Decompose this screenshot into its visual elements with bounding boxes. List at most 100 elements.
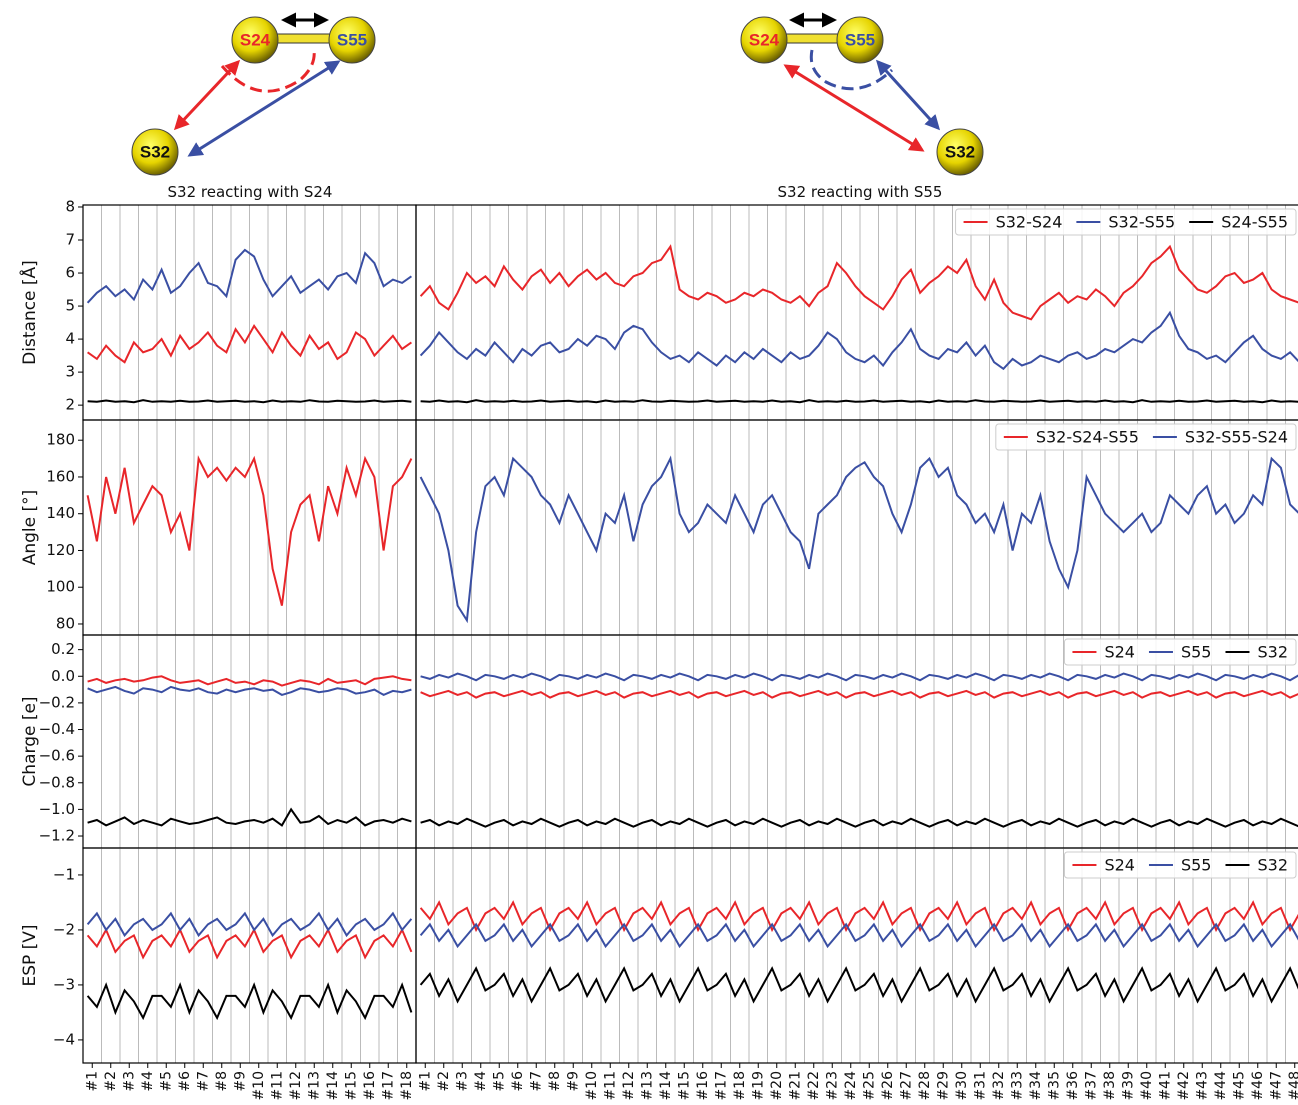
x-tick-label: #21 (787, 1071, 803, 1101)
data-line (419, 244, 1298, 321)
legend-label: S24 (1104, 643, 1135, 662)
x-tick-label: #22 (806, 1071, 822, 1101)
legend-label: S55 (1181, 856, 1212, 875)
plot-frame (415, 419, 1298, 636)
data-line (419, 310, 1298, 371)
y-tick-label: −0.2 (39, 693, 75, 711)
diagram-left: S24 S55 S32 (131, 12, 376, 176)
x-tick-label: #40 (1139, 1071, 1155, 1101)
column-title: S32 reacting with S24 (168, 183, 333, 201)
legend-label: S32 (1257, 856, 1288, 875)
y-tick-label: 4 (65, 330, 75, 348)
atom-label: S32 (945, 142, 975, 161)
y-tick-label: 120 (46, 541, 75, 559)
y-tick-label: 3 (65, 363, 75, 381)
atom-label: S24 (749, 30, 780, 49)
x-tick-label: #15 (343, 1071, 359, 1101)
y-tick-label: 6 (65, 264, 75, 282)
arrow (875, 59, 941, 131)
x-tick-label: #10 (251, 1071, 267, 1101)
y-tick-label: 7 (65, 231, 75, 249)
x-tick-label: #8 (547, 1071, 563, 1092)
y-tick-label: −0.8 (39, 773, 75, 791)
x-tick-label: #6 (177, 1071, 193, 1092)
data-line (419, 455, 1298, 624)
x-tick-label: #42 (1176, 1071, 1192, 1101)
y-axis-label: Charge [e] (20, 696, 40, 786)
x-tick-label: #46 (1250, 1071, 1266, 1101)
y-tick-label: 140 (46, 504, 75, 522)
atom-label: S55 (337, 30, 367, 49)
legend-label: S55 (1181, 643, 1212, 662)
y-tick-label: 0.2 (51, 640, 75, 658)
x-tick-label: #9 (232, 1071, 248, 1092)
legend-label: S32-S55-S24 (1185, 428, 1288, 447)
angle-arc (809, 49, 894, 91)
x-tick-label: #2 (103, 1071, 119, 1092)
legend: S24 S55 S32 (1063, 851, 1297, 879)
atom-label: S55 (845, 30, 875, 49)
x-tick-label: #8 (214, 1071, 230, 1092)
x-tick-label: #41 (1157, 1071, 1173, 1101)
y-tick-label: 100 (46, 578, 75, 596)
x-tick-label: #48 (1287, 1071, 1298, 1101)
x-tick-label: #6 (510, 1071, 526, 1092)
data-line (419, 966, 1298, 1004)
x-tick-label: #33 (1009, 1071, 1025, 1101)
x-tick-label: #26 (880, 1071, 896, 1101)
x-tick-label: #36 (1065, 1071, 1081, 1101)
data-line (87, 675, 412, 687)
y-tick-label: 0.0 (51, 667, 75, 685)
data-line (419, 922, 1298, 949)
atom (328, 16, 376, 64)
y-tick-label: −1.0 (39, 800, 75, 818)
y-axis-label: Angle [°] (20, 490, 40, 566)
x-tick-label: #2 (436, 1071, 452, 1092)
data-line (419, 900, 1298, 933)
y-tick-label: −0.6 (39, 747, 75, 765)
x-tick-label: #28 (917, 1071, 933, 1101)
atom (936, 128, 984, 176)
x-tick-label: #14 (325, 1071, 341, 1101)
x-tick-label: #5 (158, 1071, 174, 1092)
x-tick-label: #7 (195, 1071, 211, 1092)
x-tick-label: #4 (473, 1071, 489, 1092)
x-tick-label: #27 (898, 1071, 914, 1101)
y-tick-label: −2 (53, 920, 75, 938)
x-tick-label: #16 (695, 1071, 711, 1101)
x-tick-label: #31 (972, 1071, 988, 1101)
x-tick-label: #16 (362, 1071, 378, 1101)
x-tick-label: #30 (954, 1071, 970, 1101)
x-tick-label: #7 (528, 1071, 544, 1092)
arrow (783, 64, 925, 152)
y-tick-label: −1.2 (39, 827, 75, 845)
legend-label: S32 (1257, 643, 1288, 662)
y-tick-label: −3 (53, 975, 75, 993)
data-line (87, 685, 412, 697)
legend-box (1063, 638, 1297, 666)
legend: S24 S55 S32 (1063, 638, 1297, 666)
x-tick-label: #37 (1083, 1071, 1099, 1101)
data-line (86, 911, 413, 938)
y-tick-label: −1 (53, 865, 75, 883)
x-tick-label: #18 (732, 1071, 748, 1101)
x-tick-label: #34 (1028, 1071, 1044, 1101)
legend-box (955, 208, 1297, 236)
data-line (420, 399, 1298, 404)
x-tick-label: #19 (750, 1071, 766, 1101)
x-tick-label: #44 (1213, 1071, 1229, 1101)
x-tick-label: #1 (84, 1071, 100, 1092)
x-tick-label: #11 (602, 1071, 618, 1101)
x-tick-label: #5 (491, 1071, 507, 1092)
legend-label: S24-S55 (1221, 213, 1288, 232)
x-tick-label: #3 (121, 1071, 137, 1092)
x-tick-label: #39 (1120, 1071, 1136, 1101)
x-tick-label: #47 (1268, 1071, 1284, 1101)
legend-label: S32-S24 (996, 213, 1063, 232)
y-tick-label: 5 (65, 297, 75, 315)
data-line (420, 672, 1298, 682)
column-title: S32 reacting with S55 (778, 183, 943, 201)
x-tick-label: #12 (621, 1071, 637, 1101)
data-line (87, 399, 412, 404)
